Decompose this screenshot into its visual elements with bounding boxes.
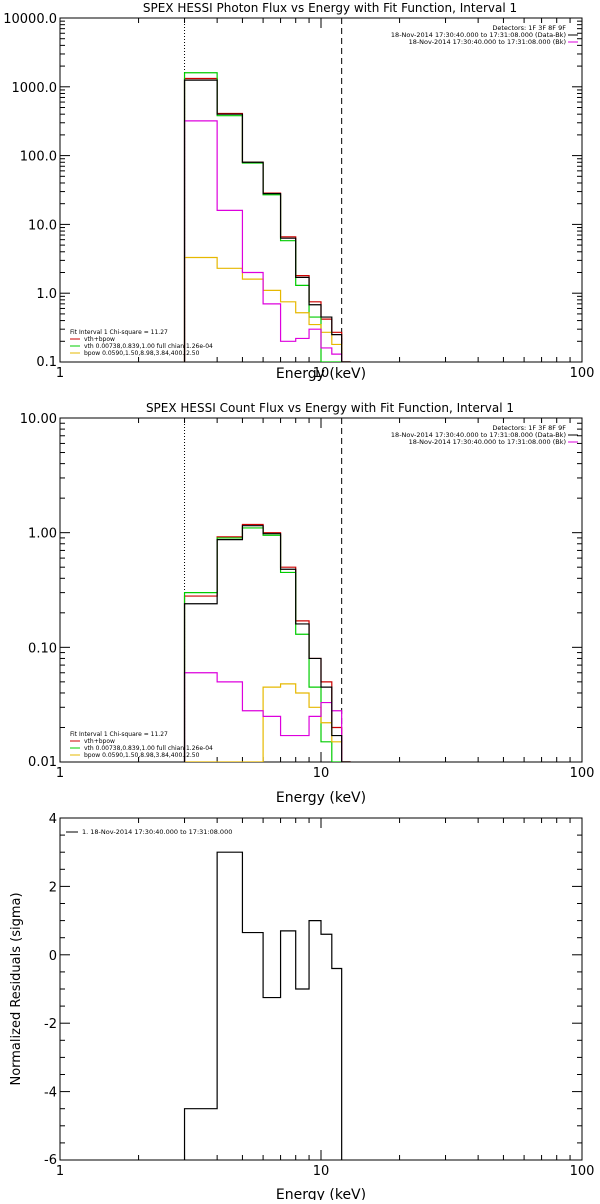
- photon-legend-bk: 18-Nov-2014 17:30:40.000 to 17:31:08.000…: [409, 38, 566, 46]
- x-tick-label: 1: [56, 366, 64, 381]
- count-flux-title: SPEX HESSI Count Flux vs Energy with Fit…: [146, 401, 514, 415]
- series-bpow-line: [184, 683, 351, 762]
- y-tick-label: 0.10: [28, 641, 57, 656]
- count-legend-sum: vth+bpow: [84, 738, 115, 745]
- series-total-line: [183, 525, 351, 762]
- count-flux-panel: SPEX HESSI Count Flux vs Energy with Fit…: [20, 401, 595, 806]
- residuals-ylabel: Normalized Residuals (sigma): [9, 892, 24, 1085]
- x-tick-label: 10: [313, 766, 330, 781]
- series-vth-line: [183, 527, 351, 762]
- y-tick-label: 0: [49, 949, 57, 964]
- series-vth-line: [183, 72, 351, 362]
- y-tick-label: 1000.0: [12, 81, 58, 96]
- residuals-legend-entry: 1. 18-Nov-2014 17:30:40.000 to 17:31:08.…: [82, 828, 232, 836]
- y-tick-label: 2: [49, 880, 57, 895]
- x-tick-label: 10: [313, 366, 330, 381]
- count-flux-legend-bottom: Fit Interval 1 Chi-square = 11.27 vth+bp…: [70, 731, 213, 759]
- photon-legend-detectors: Detectors: 1F 3F 8F 9F: [492, 24, 566, 32]
- y-tick-label: 4: [49, 812, 57, 827]
- photon-legend-bpow: bpow 0.0590,1.50,8.98,3.84,400.,2.50: [84, 350, 200, 357]
- x-tick-label: 10: [313, 1164, 330, 1179]
- y-tick-label: 0.1: [36, 355, 57, 370]
- photon-legend-data: 18-Nov-2014 17:30:40.000 to 17:31:08.000…: [391, 31, 566, 39]
- x-tick-label: 100: [570, 766, 595, 781]
- photon-flux-legend-top: Detectors: 1F 3F 8F 9F 18-Nov-2014 17:30…: [391, 24, 578, 46]
- photon-legend-sum: vth+bpow: [84, 336, 115, 343]
- photon-legend-fit-interval: Fit Interval 1 Chi-square = 11.27: [70, 329, 168, 336]
- x-tick-label: 100: [570, 366, 595, 381]
- y-tick-label: 1.0: [36, 287, 57, 302]
- y-tick-label: -2: [44, 1017, 57, 1032]
- residuals-xlabel: Energy (keV): [276, 1187, 366, 1200]
- series-bpow-line: [183, 256, 351, 362]
- series-fit_sum-line: [183, 523, 351, 762]
- count-flux-xlabel: Energy (keV): [276, 790, 366, 806]
- residuals-panel: Energy (keV) Normalized Residuals (sigma…: [9, 812, 595, 1203]
- count-legend-bk: 18-Nov-2014 17:30:40.000 to 17:31:08.000…: [409, 438, 566, 446]
- residuals-frame: [59, 817, 583, 1161]
- y-tick-label: 10000.0: [3, 12, 57, 27]
- photon-flux-title: SPEX HESSI Photon Flux vs Energy with Fi…: [143, 1, 517, 15]
- count-flux-legend-top: Detectors: 1F 3F 8F 9F 18-Nov-2014 17:30…: [391, 424, 578, 446]
- photon-flux-xlabel: Energy (keV): [276, 366, 366, 382]
- series-background-line: [183, 120, 351, 362]
- x-tick-label: 100: [570, 1164, 595, 1179]
- y-tick-label: -4: [44, 1086, 57, 1101]
- photon-legend-vth: vth 0.00738,0.839,1.00 full chian 1.26e-…: [84, 343, 213, 350]
- count-legend-data: 18-Nov-2014 17:30:40.000 to 17:31:08.000…: [391, 431, 566, 439]
- count-legend-vth: vth 0.00738,0.839,1.00 full chian 1.26e-…: [84, 745, 213, 752]
- x-tick-label: 1: [56, 766, 64, 781]
- y-tick-label: 1.00: [28, 527, 57, 542]
- y-tick-label: 100.0: [20, 150, 57, 165]
- count-legend-fit-interval: Fit Interval 1 Chi-square = 11.27: [70, 731, 168, 738]
- series-total-line: [183, 851, 343, 1160]
- photon-flux-panel: SPEX HESSI Photon Flux vs Energy with Fi…: [3, 1, 594, 382]
- series-total-line: [183, 79, 351, 362]
- x-tick-label: 1: [56, 1164, 64, 1179]
- count-legend-detectors: Detectors: 1F 3F 8F 9F: [492, 424, 566, 432]
- y-tick-label: 10.0: [28, 218, 57, 233]
- y-tick-label: 0.01: [28, 755, 57, 770]
- count-legend-bpow: bpow 0.0590,1.50,8.98,3.84,400.,2.50: [84, 752, 200, 759]
- y-tick-label: 10.00: [20, 412, 57, 427]
- y-tick-label: -6: [44, 1153, 57, 1168]
- photon-flux-legend-bottom: Fit Interval 1 Chi-square = 11.27 vth+bp…: [70, 329, 213, 357]
